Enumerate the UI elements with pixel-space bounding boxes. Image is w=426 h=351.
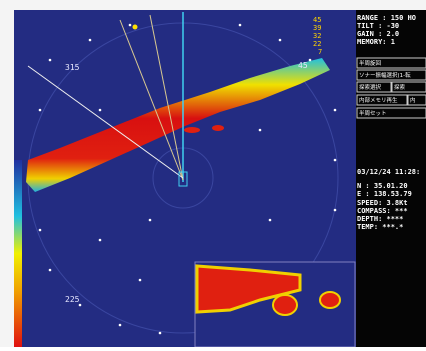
range-dots	[38, 23, 337, 335]
scale-label: 22	[313, 40, 321, 48]
menu-button[interactable]	[407, 94, 426, 106]
menu-button[interactable]	[356, 57, 426, 69]
menu-label: 半周セット	[359, 109, 387, 117]
marker	[132, 24, 138, 30]
menu-button[interactable]	[356, 94, 408, 106]
menu-label: ソナー振幅選択(1-転	[359, 71, 411, 79]
bearing-label: 225	[65, 295, 80, 304]
menu-label: 探索	[394, 83, 406, 91]
ship-marker	[178, 171, 188, 187]
status-tilt: TILT : -30	[357, 22, 399, 30]
nav-compass: COMPASS: ***	[357, 207, 408, 215]
menu-label: 半周旋回	[359, 59, 382, 67]
nav-temp: TEMP: ***.*	[357, 223, 403, 231]
status-range: RANGE : 150 HO	[357, 14, 416, 22]
inset-echo	[272, 294, 298, 316]
inset-echo	[319, 291, 341, 309]
menu: 半周旋回 ソナー振幅選択(1-転 探索選択 探索 内部メモリ再生 内 半周セット	[356, 57, 426, 119]
menu-label: 内部メモリ再生	[359, 96, 398, 104]
scale-label: 7	[318, 48, 322, 56]
echo	[212, 125, 224, 131]
menu-label: 探索選択	[359, 83, 382, 91]
status-gain: GAIN : 2.0	[357, 30, 399, 38]
echo-band	[26, 58, 330, 192]
color-bar	[14, 160, 22, 347]
menu-label: 内	[410, 96, 416, 104]
nav-datetime: 03/12/24 11:28:	[357, 168, 420, 176]
nav-speed: SPEED: 3.8Kt	[357, 199, 408, 207]
nav-depth: DEPTH: ****	[357, 215, 403, 223]
menu-button[interactable]	[356, 69, 426, 81]
info-panel	[356, 10, 426, 347]
scale-label: 45	[313, 16, 321, 24]
menu-button[interactable]	[356, 107, 426, 119]
menu-button[interactable]	[356, 81, 392, 93]
bearing-label: 45	[298, 61, 308, 70]
course-line	[27, 65, 184, 179]
scale-label: 39	[313, 24, 321, 32]
echo	[184, 127, 200, 133]
sector-line	[149, 14, 184, 181]
bearing-label: 315	[65, 63, 80, 72]
nav-lat: N : 35.01.20	[357, 182, 408, 190]
scale-label: 32	[313, 32, 321, 40]
sector-line	[119, 19, 184, 181]
nav-lon: E : 138.53.79	[357, 190, 412, 198]
menu-button[interactable]	[391, 81, 426, 93]
status-memory: MEMORY: 1	[357, 38, 395, 46]
